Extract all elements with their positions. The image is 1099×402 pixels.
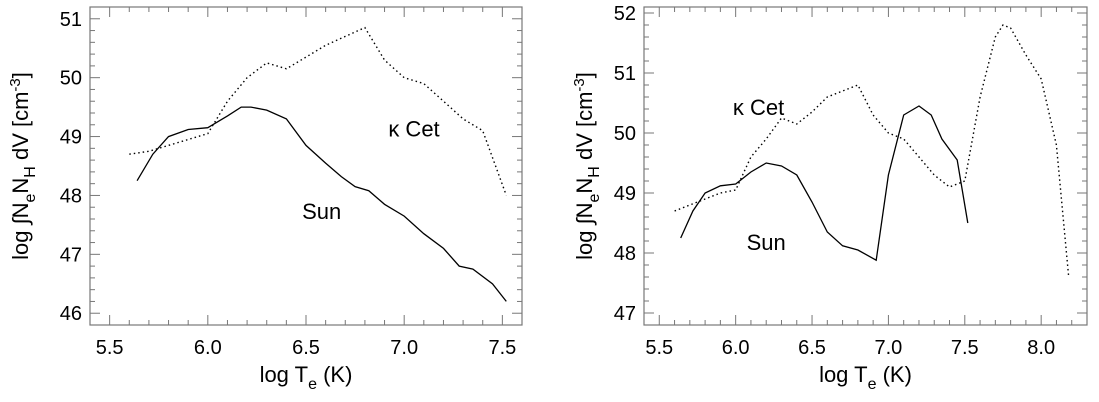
y-tick-label: 52 [614, 3, 636, 25]
x-tick-label: 7.5 [488, 337, 516, 359]
y-title-part: dV [cm [8, 92, 33, 167]
y-title-part: log ∫N [8, 203, 33, 260]
x-tick-label: 6.0 [722, 337, 750, 359]
series-annotation: κ Cet [388, 117, 439, 142]
chart-panel-2: 5.5 6.0 6.5 7.0 7.5 8.0 47 48 49 50 51 52 κ Cet Sun lo… [571, 3, 1088, 393]
x-tick-label: 7.5 [951, 337, 979, 359]
y-title-sup: -3 [7, 78, 24, 91]
series-line-sun [680, 105, 969, 262]
x-tick-label: 5.5 [645, 337, 673, 359]
series-annotation: Sun [747, 230, 786, 255]
y-title-sub-h: H [22, 166, 39, 178]
x-tick-label: 6.5 [798, 337, 826, 359]
x-title-tail: (K) [876, 362, 911, 387]
y-title-part: ] [572, 72, 597, 78]
y-axis-title: log ∫NeNH dV [cm-3] [571, 72, 603, 260]
y-title-part: log ∫N [572, 203, 597, 260]
series-annotation: κ Cet [733, 95, 784, 120]
y-tick-label: 51 [60, 9, 82, 31]
x-tick-label: 6.5 [292, 337, 320, 359]
y-tick-label: 50 [614, 123, 636, 145]
y-title-sub-e: e [22, 194, 39, 203]
x-tick-label: 7.0 [875, 337, 903, 359]
y-title-part: dV [cm [572, 92, 597, 167]
series-line-kappa-cet [129, 26, 507, 196]
y-tick-label: 47 [614, 303, 636, 325]
y-tick-label: 49 [60, 127, 82, 149]
x-tick-label: 7.0 [390, 337, 418, 359]
x-title-sub: e [868, 376, 877, 393]
x-axis-title: log Te (K) [260, 362, 353, 393]
plot-frame [643, 6, 1088, 326]
y-title-sup: -3 [571, 78, 588, 91]
y-title-sub-e: e [586, 194, 603, 203]
series-annotation: Sun [302, 199, 341, 224]
series-line-kappa-cet [674, 24, 1070, 278]
y-tick-label: 48 [60, 185, 82, 207]
x-tick-label: 8.0 [1027, 337, 1055, 359]
chart-panel-1: 5.5 6.0 6.5 7.0 7.5 46 47 48 49 50 51 κ Cet Sun log T… [7, 6, 523, 393]
y-title-part: N [8, 178, 33, 194]
x-tick-label: 5.5 [96, 337, 124, 359]
x-title-main: log T [819, 362, 868, 387]
y-axis-title: log ∫NeNH dV [cm-3] [7, 72, 39, 260]
y-tick-label: 48 [614, 243, 636, 265]
x-title-tail: (K) [317, 362, 352, 387]
plot-frame [89, 6, 523, 326]
y-title-part: N [572, 178, 597, 194]
y-tick-label: 49 [614, 183, 636, 205]
x-tick-label: 6.0 [194, 337, 222, 359]
y-tick-label: 51 [614, 63, 636, 85]
x-axis-title: log Te (K) [819, 362, 912, 393]
x-title-main: log T [260, 362, 309, 387]
y-title-part: ] [8, 72, 33, 78]
y-title-sub-h: H [586, 166, 603, 178]
y-tick-label: 50 [60, 68, 82, 90]
series-line-sun [136, 106, 507, 302]
x-title-sub: e [308, 376, 317, 393]
y-tick-label: 47 [60, 244, 82, 266]
y-tick-label: 46 [60, 303, 82, 325]
